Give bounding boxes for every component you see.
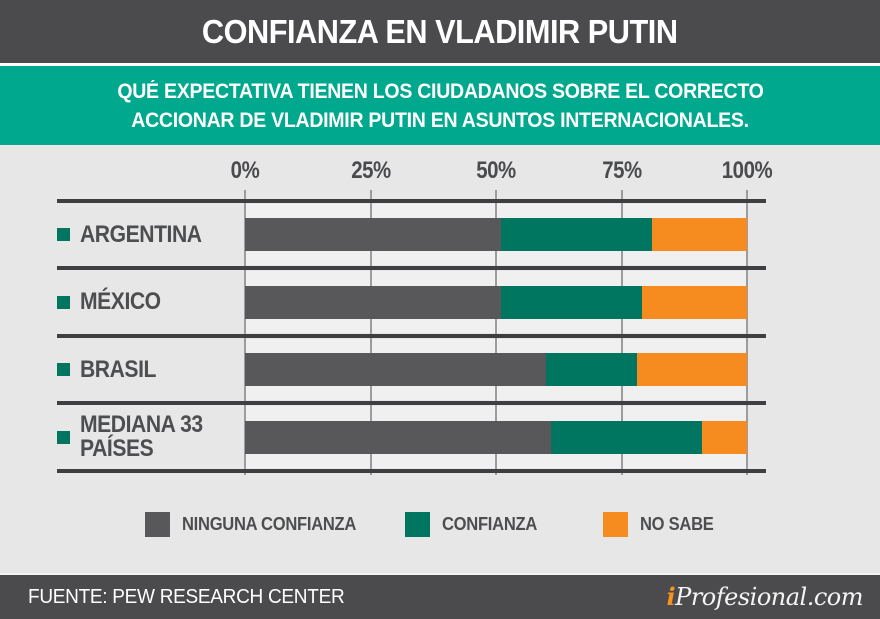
bar-segment-ninguna-confianza	[245, 218, 502, 251]
gridline	[244, 190, 246, 475]
chart-area: 0% 25% 50% 75% 100% ARGENTINA MÉXICO BRASIL MEDI…	[0, 145, 880, 573]
category-label: ARGENTINA	[80, 220, 202, 248]
category-row: BRASIL	[57, 336, 232, 403]
stacked-bar	[245, 353, 747, 386]
legend-item: CONFIANZA	[405, 512, 545, 537]
x-axis-tick: 25%	[350, 157, 391, 184]
gridline	[495, 190, 497, 475]
category-label: MÉXICO	[80, 288, 161, 315]
row-separator	[57, 401, 766, 405]
category-row: MEDIANA 33 PAÍSES	[57, 403, 232, 471]
row-separator	[57, 266, 766, 270]
stacked-bar	[245, 285, 747, 319]
row-separator	[57, 199, 766, 203]
bar-segment-ninguna-confianza	[245, 353, 547, 386]
subtitle-line-2: ACCIONAR DE VLADIMIR PUTIN EN ASUNTOS IN…	[131, 108, 749, 132]
category-bullet-icon	[57, 228, 70, 241]
legend-item: NO SABE	[603, 512, 720, 537]
subtitle-line-1: QUÉ EXPECTATIVA TIENEN LOS CIUDADANOS SO…	[116, 79, 764, 103]
legend-label: NINGUNA CONFIANZA	[182, 514, 357, 534]
category-row: ARGENTINA	[57, 201, 232, 268]
gridline	[369, 190, 372, 475]
category-label: MEDIANA 33 PAÍSES	[80, 411, 203, 462]
bar-segment-no-sabe	[651, 218, 747, 251]
bar-segment-ninguna-confianza	[245, 285, 502, 319]
category-bullet-icon	[57, 363, 70, 376]
x-axis-tick: 75%	[601, 157, 642, 184]
bar-segment-confianza	[501, 285, 642, 319]
bar-segment-confianza	[501, 218, 652, 251]
bar-segment-no-sabe	[701, 420, 747, 454]
stacked-bar	[245, 420, 747, 454]
bar-segment-ninguna-confianza	[245, 420, 552, 454]
category-label: BRASIL	[80, 355, 156, 383]
legend-swatch	[405, 512, 430, 537]
source-text: FUENTE: PEW RESEARCH CENTER	[28, 586, 345, 608]
stacked-bar	[245, 218, 747, 251]
bar-segment-confianza	[546, 353, 637, 386]
footer: FUENTE: PEW RESEARCH CENTER iProfesional…	[0, 573, 880, 619]
brand-prefix: i	[666, 582, 676, 611]
gridline	[746, 190, 748, 475]
header: CONFIANZA EN VLADIMIR PUTIN	[0, 0, 880, 66]
legend-label: NO SABE	[640, 514, 714, 534]
brand-rest: Profesional.com	[675, 583, 863, 611]
x-axis-tick: 100%	[721, 157, 773, 184]
x-axis-tick: 50%	[476, 157, 516, 184]
bar-segment-confianza	[551, 420, 702, 454]
legend-item: NINGUNA CONFIANZA	[145, 512, 371, 537]
category-row: MÉXICO	[57, 268, 232, 336]
row-separator	[57, 334, 766, 338]
subtitle-band: QUÉ EXPECTATIVA TIENEN LOS CIUDADANOS SO…	[0, 66, 880, 145]
row-separator	[57, 469, 766, 473]
legend-swatch	[603, 512, 628, 537]
brand-logo: iProfesional.com	[666, 575, 864, 619]
legend-label: CONFIANZA	[442, 514, 538, 534]
gridline	[620, 190, 623, 475]
legend-swatch	[145, 512, 170, 537]
bar-segment-no-sabe	[641, 285, 747, 319]
category-bullet-icon	[57, 295, 70, 309]
category-bullet-icon	[57, 430, 70, 444]
bar-segment-no-sabe	[636, 353, 747, 386]
page-title: CONFIANZA EN VLADIMIR PUTIN	[202, 12, 678, 50]
x-axis-tick: 0%	[230, 157, 260, 184]
